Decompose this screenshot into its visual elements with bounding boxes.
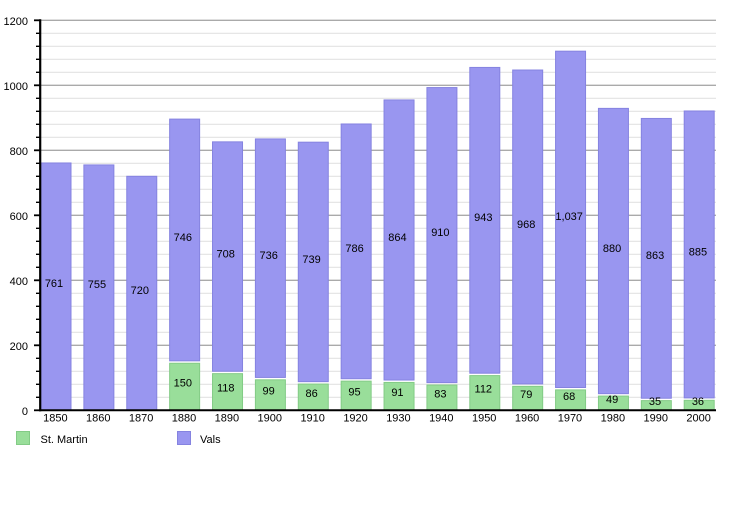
svg-text:1920: 1920 xyxy=(343,413,367,425)
svg-text:118: 118 xyxy=(217,383,235,395)
svg-text:968: 968 xyxy=(517,219,535,231)
svg-text:1970: 1970 xyxy=(558,413,582,425)
svg-text:35: 35 xyxy=(649,396,661,408)
svg-text:736: 736 xyxy=(259,250,277,262)
svg-text:863: 863 xyxy=(646,250,664,262)
svg-text:1850: 1850 xyxy=(43,413,67,425)
svg-text:400: 400 xyxy=(10,276,28,288)
svg-text:1,037: 1,037 xyxy=(555,211,583,223)
svg-text:1000: 1000 xyxy=(4,81,28,93)
svg-text:761: 761 xyxy=(45,278,63,290)
svg-text:1940: 1940 xyxy=(429,413,453,425)
svg-text:91: 91 xyxy=(391,387,403,399)
svg-text:1870: 1870 xyxy=(129,413,153,425)
svg-text:885: 885 xyxy=(689,246,707,258)
svg-text:150: 150 xyxy=(174,377,192,389)
svg-text:600: 600 xyxy=(10,211,28,223)
svg-text:49: 49 xyxy=(606,394,618,406)
svg-text:739: 739 xyxy=(302,254,320,266)
svg-text:746: 746 xyxy=(174,232,192,244)
svg-text:755: 755 xyxy=(88,279,106,291)
svg-text:1990: 1990 xyxy=(643,413,667,425)
svg-text:864: 864 xyxy=(388,232,406,244)
svg-text:880: 880 xyxy=(603,243,621,255)
svg-text:708: 708 xyxy=(217,248,235,260)
svg-text:1910: 1910 xyxy=(300,413,324,425)
svg-text:79: 79 xyxy=(520,389,532,401)
svg-text:86: 86 xyxy=(305,388,317,400)
svg-text:0: 0 xyxy=(22,406,28,418)
svg-text:83: 83 xyxy=(434,388,446,400)
svg-text:1200: 1200 xyxy=(4,16,28,28)
svg-text:Vals: Vals xyxy=(200,434,221,446)
svg-text:1860: 1860 xyxy=(86,413,110,425)
svg-text:95: 95 xyxy=(348,386,360,398)
svg-text:1890: 1890 xyxy=(215,413,239,425)
svg-text:St. Martin: St. Martin xyxy=(41,434,88,446)
svg-text:200: 200 xyxy=(10,341,28,353)
svg-text:1900: 1900 xyxy=(258,413,282,425)
svg-text:910: 910 xyxy=(431,227,449,239)
svg-text:1880: 1880 xyxy=(172,413,196,425)
svg-text:1950: 1950 xyxy=(472,413,496,425)
svg-text:112: 112 xyxy=(475,384,493,396)
svg-text:786: 786 xyxy=(345,243,363,255)
svg-text:99: 99 xyxy=(263,386,275,398)
svg-text:943: 943 xyxy=(474,212,492,224)
svg-text:1930: 1930 xyxy=(386,413,410,425)
svg-text:800: 800 xyxy=(10,146,28,158)
svg-text:1960: 1960 xyxy=(515,413,539,425)
svg-text:1980: 1980 xyxy=(601,413,625,425)
svg-text:2000: 2000 xyxy=(686,413,710,425)
svg-text:68: 68 xyxy=(563,391,575,403)
svg-text:36: 36 xyxy=(692,396,704,408)
svg-text:720: 720 xyxy=(131,285,149,297)
